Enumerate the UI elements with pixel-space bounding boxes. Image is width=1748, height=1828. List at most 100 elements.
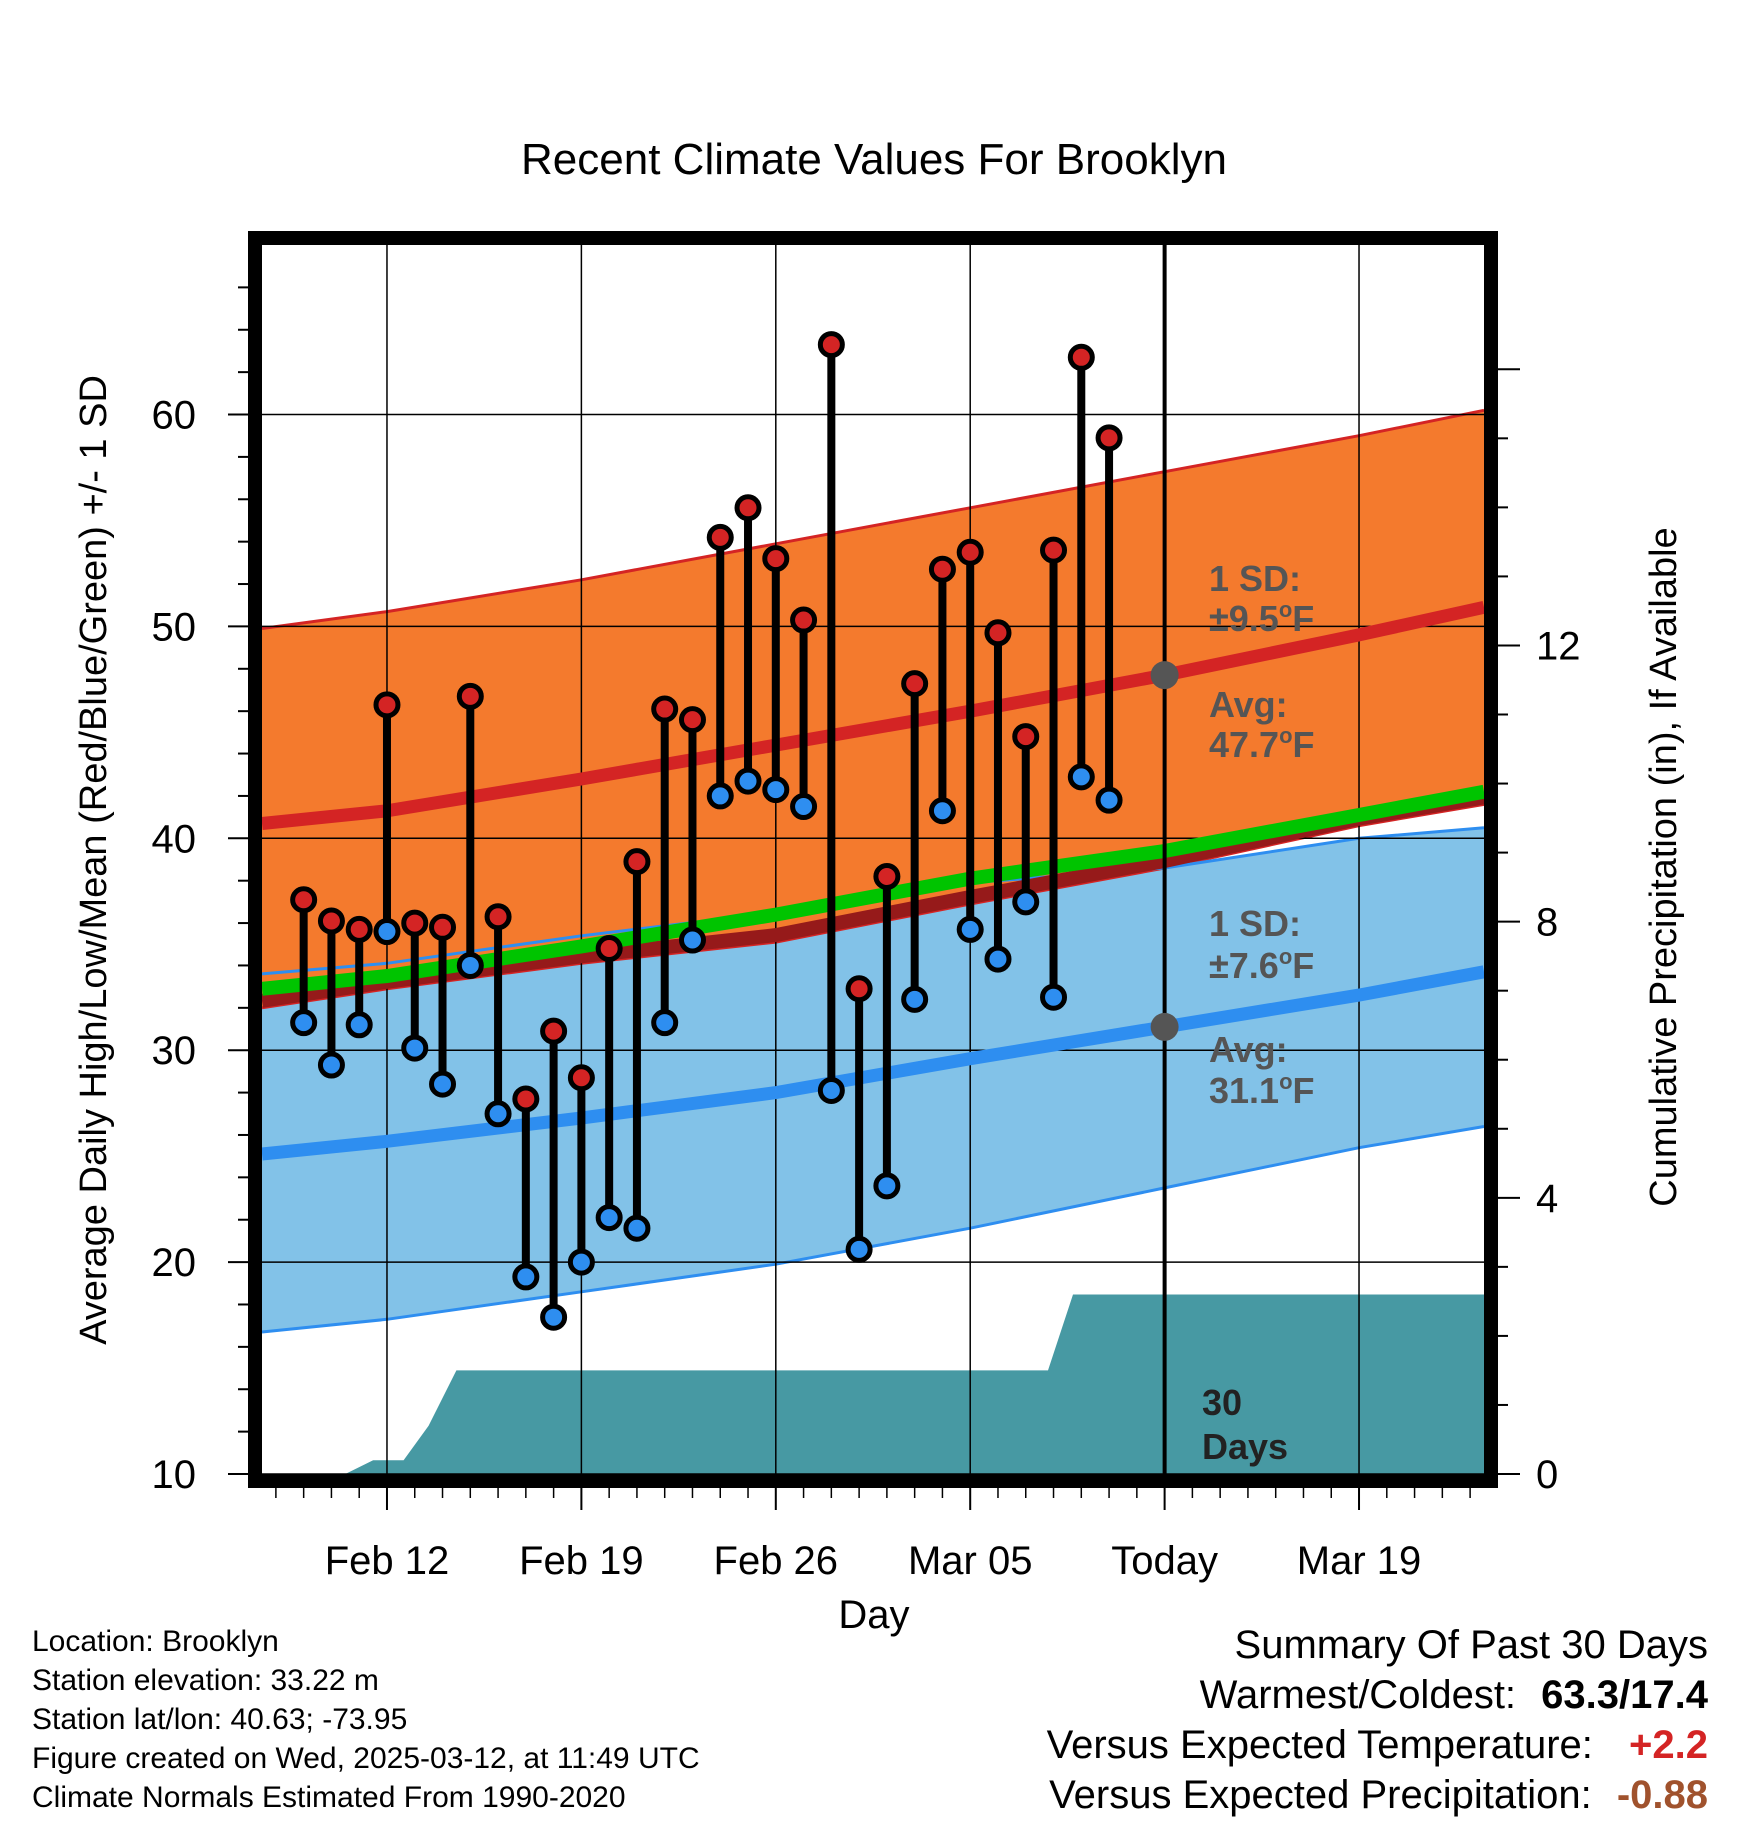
y-tick-label: 30 (152, 1029, 197, 1073)
x-tick-label: Feb 26 (714, 1539, 839, 1583)
normal-lines (260, 600, 1486, 1161)
daily-low-point (567, 1248, 595, 1276)
precipitation-area (262, 1294, 1484, 1474)
low-sd-label: 1 SD: (1209, 903, 1301, 944)
daily-low-point (706, 782, 734, 810)
low-sd-lower-edge (261, 1125, 1485, 1334)
daily-high-point (623, 848, 651, 876)
high-sd-value: ±9.5oF (1209, 597, 1314, 639)
daily-high-point (456, 682, 484, 710)
daily-low-point (1012, 888, 1040, 916)
y2-tick-label: 0 (1536, 1453, 1558, 1497)
y-axis-label: Average Daily High/Low/Mean (Red/Blue/Gr… (73, 375, 115, 1345)
daily-low-point (1040, 983, 1068, 1011)
normal-bands (261, 408, 1485, 1334)
climate-normals-note: Climate Normals Estimated From 1990-2020 (32, 1781, 626, 1814)
daily-low-point (817, 1076, 845, 1104)
x-tick-label: Today (1111, 1539, 1218, 1583)
today-high-avg-marker (1150, 661, 1179, 690)
daily-low-point (484, 1100, 512, 1128)
daily-low-point (956, 915, 984, 943)
daily-low-point (512, 1263, 540, 1291)
x-tick-label: Feb 19 (519, 1539, 644, 1583)
daily-high-point (1067, 343, 1095, 371)
daily-high-point (790, 606, 818, 634)
daily-high-point (484, 903, 512, 931)
y-tick-label: 50 (152, 605, 197, 649)
today-line (1150, 245, 1179, 1474)
warmest-coldest-label: Warmest/Coldest: (1199, 1673, 1517, 1717)
daily-high-point (345, 915, 373, 943)
daily-low-point (456, 951, 484, 979)
mean-high-line (261, 600, 1486, 830)
low-sd-value: ±7.6oF (1209, 944, 1314, 986)
summary-panel: Summary Of Past 30 Days Warmest/Coldest:… (1047, 1620, 1708, 1820)
x-axis-label: Day (838, 1593, 909, 1637)
daily-high-point (651, 695, 679, 723)
observations (290, 331, 1123, 1331)
warmest-coldest-row: Warmest/Coldest: 63.3/17.4 (1047, 1670, 1708, 1720)
daily-low-point (984, 945, 1012, 973)
daily-high-point (706, 523, 734, 551)
low-avg-value: 31.1oF (1209, 1069, 1315, 1111)
high-annotation: 1 SD: ±9.5oF Avg: 47.7oF (1209, 558, 1315, 765)
warmest-coldest-value: 63.3/17.4 (1541, 1673, 1708, 1717)
plot-frame (248, 231, 1498, 1488)
daily-low-point (373, 918, 401, 946)
daily-low-point (401, 1034, 429, 1062)
daily-low-point (317, 1051, 345, 1079)
daily-low-point (623, 1214, 651, 1242)
y-tick-label: 60 (152, 394, 197, 438)
daily-high-point (956, 538, 984, 566)
y2-tick-label: 12 (1536, 624, 1581, 668)
temperature-departure-label: Versus Expected Temperature: (1046, 1723, 1593, 1767)
figure-created: Figure created on Wed, 2025-03-12, at 11… (32, 1742, 700, 1775)
x-tick-label: Feb 12 (325, 1539, 450, 1583)
daily-high-point (317, 907, 345, 935)
station-info: Location: Brooklyn Station elevation: 33… (32, 1622, 700, 1817)
low-avg-label: Avg: (1209, 1029, 1288, 1070)
days-count: 30 (1202, 1382, 1242, 1423)
station-location: Location: Brooklyn (32, 1625, 279, 1658)
y2-tick-label: 8 (1536, 901, 1558, 945)
low-annotation: 1 SD: ±7.6oF Avg: 31.1oF (1209, 903, 1315, 1111)
y-tick-label: 10 (152, 1453, 197, 1497)
station-latlon: Station lat/lon: 40.63; -73.95 (32, 1703, 408, 1736)
daily-high-point (290, 886, 318, 914)
daily-high-point (734, 494, 762, 522)
daily-high-point (901, 670, 929, 698)
temperature-departure-row: Versus Expected Temperature: +2.2 (1047, 1720, 1708, 1770)
daily-high-point (1095, 424, 1123, 452)
days-annotation: 30 Days (1202, 1382, 1288, 1467)
precipitation-fill (262, 1294, 1484, 1474)
daily-low-point (1067, 763, 1095, 791)
station-elevation: Station elevation: 33.22 m (32, 1664, 379, 1697)
daily-high-point (1012, 723, 1040, 751)
daily-low-point (651, 1009, 679, 1037)
high-avg-value: 47.7oF (1209, 723, 1315, 765)
daily-low-point (290, 1009, 318, 1037)
daily-low-point (873, 1172, 901, 1200)
y2-axis-label: Cumulative Precipitation (in), If Availa… (1643, 527, 1685, 1206)
daily-high-point (817, 331, 845, 359)
daily-low-point (345, 1011, 373, 1039)
daily-high-point (512, 1085, 540, 1113)
summary-title: Summary Of Past 30 Days (1234, 1623, 1708, 1667)
daily-low-point (762, 776, 790, 804)
mean-average-line (261, 784, 1486, 996)
daily-high-point (373, 691, 401, 719)
daily-low-point (790, 793, 818, 821)
daily-high-point (928, 555, 956, 583)
plot-border (248, 231, 1498, 1488)
daily-low-point (678, 926, 706, 954)
daily-low-point (429, 1070, 457, 1098)
daily-high-point (845, 975, 873, 1003)
y-tick-label: 20 (152, 1241, 197, 1285)
daily-high-point (401, 909, 429, 937)
precipitation-departure-row: Versus Expected Precipitation: -0.88 (1047, 1770, 1708, 1820)
days-word: Days (1202, 1426, 1288, 1467)
daily-low-point (845, 1235, 873, 1263)
daily-high-point (762, 545, 790, 573)
daily-low-point (928, 797, 956, 825)
